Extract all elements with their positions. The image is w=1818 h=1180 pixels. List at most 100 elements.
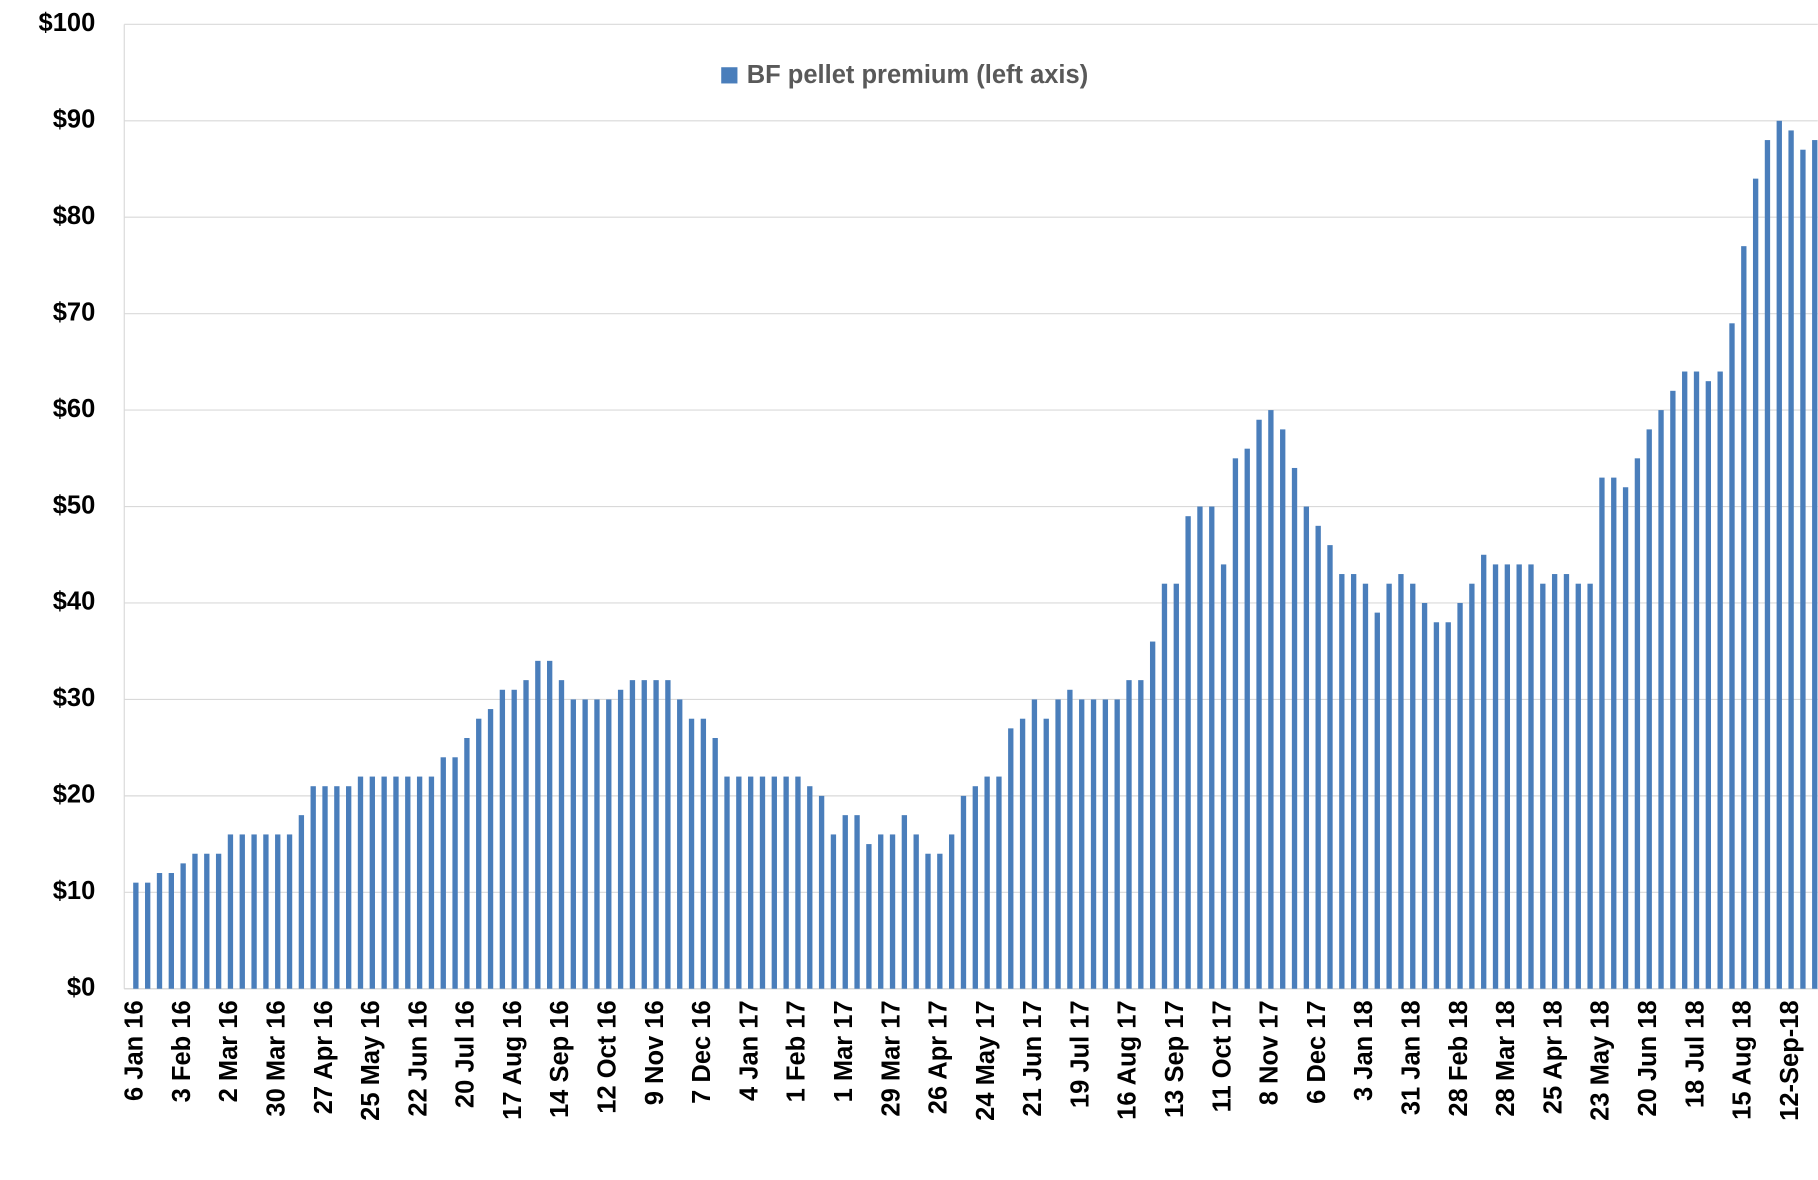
bar — [1622, 487, 1629, 989]
x-tick-label: 1 Mar 17 — [830, 1000, 858, 1102]
bar — [1303, 506, 1310, 989]
bar — [972, 786, 978, 989]
bar — [1019, 718, 1026, 989]
bar — [594, 699, 600, 989]
bar — [464, 737, 470, 989]
bar — [807, 786, 813, 989]
bar — [1185, 516, 1191, 989]
bar — [1469, 583, 1475, 989]
x-tick-label: 3 Jan 18 — [1350, 1000, 1378, 1101]
x-tick-label: 25 Apr 18 — [1539, 1000, 1567, 1114]
y-tick-label: $60 — [53, 395, 96, 423]
bar — [1776, 120, 1782, 989]
bar — [416, 776, 423, 989]
bar — [1055, 699, 1061, 989]
bar — [866, 844, 872, 989]
bar — [1682, 371, 1688, 989]
bar — [440, 757, 446, 989]
legend-label: BF pellet premium (left axis) — [747, 61, 1089, 89]
bar — [1812, 140, 1818, 989]
bar — [948, 834, 955, 989]
bar — [1658, 410, 1664, 989]
bar — [322, 786, 328, 989]
bar — [901, 815, 908, 989]
bar — [665, 680, 671, 989]
x-tick-label: 18 Jul 18 — [1681, 1000, 1709, 1108]
bar — [759, 776, 766, 989]
bar — [677, 699, 683, 989]
x-tick-label: 29 Mar 17 — [877, 1000, 905, 1116]
x-tick-label: 21 Jun 17 — [1019, 1000, 1047, 1116]
bar — [310, 786, 316, 989]
bar — [1090, 699, 1097, 989]
bar — [168, 873, 174, 989]
bar — [1149, 641, 1156, 989]
bar — [724, 776, 730, 989]
bar — [346, 786, 352, 989]
bar — [736, 776, 742, 989]
bar — [215, 853, 222, 989]
x-tick-label: 28 Feb 18 — [1445, 1000, 1473, 1116]
bar — [1220, 564, 1227, 989]
bar — [145, 882, 151, 989]
bar — [1528, 564, 1534, 989]
x-tick-label: 17 Aug 16 — [499, 1000, 527, 1120]
x-tick-label: 12 Oct 16 — [594, 1000, 622, 1113]
bar — [1433, 622, 1440, 989]
bar — [1043, 718, 1049, 989]
bar — [1481, 554, 1487, 989]
bar — [1421, 602, 1428, 989]
x-tick-label: 4 Jan 17 — [735, 1000, 763, 1101]
bar — [1256, 419, 1262, 989]
bar — [1280, 429, 1286, 989]
bar — [1398, 574, 1404, 989]
bar — [1386, 583, 1392, 989]
bar — [878, 834, 884, 989]
bar — [1693, 371, 1700, 989]
bar — [1197, 506, 1203, 989]
bar — [641, 680, 647, 989]
x-tick-label: 20 Jun 18 — [1634, 1000, 1662, 1116]
bar — [1764, 140, 1771, 989]
bar — [712, 737, 718, 989]
bar — [889, 834, 896, 989]
bar — [1705, 381, 1712, 989]
bar — [1634, 458, 1641, 989]
bar — [925, 853, 931, 989]
bar — [1232, 458, 1239, 989]
bar — [937, 853, 943, 989]
x-tick-label: 12-Sep-18 — [1776, 1000, 1804, 1120]
bar — [487, 709, 494, 989]
bar — [1492, 564, 1499, 989]
bar — [854, 815, 860, 989]
bar — [830, 834, 837, 989]
bar — [1291, 467, 1298, 989]
bar — [1031, 699, 1038, 989]
x-tick-label: 30 Mar 16 — [262, 1000, 290, 1116]
bar — [156, 873, 163, 989]
bar — [1646, 429, 1652, 989]
bar — [1729, 323, 1735, 989]
bar — [298, 815, 305, 989]
bar — [842, 815, 848, 989]
x-tick-label: 31 Jan 18 — [1397, 1000, 1425, 1115]
bar — [688, 718, 695, 989]
bar — [547, 660, 553, 989]
bar — [629, 680, 636, 989]
bar — [1327, 545, 1333, 989]
x-tick-label: 19 Jul 17 — [1066, 1000, 1094, 1108]
bar — [1717, 371, 1723, 989]
bar — [700, 718, 707, 989]
bar — [1315, 525, 1321, 989]
bar — [795, 776, 801, 989]
bar — [1161, 583, 1168, 989]
y-tick-label: $70 — [53, 298, 96, 326]
x-tick-label: 11 Oct 17 — [1208, 1000, 1236, 1112]
bar — [1800, 149, 1806, 989]
bar — [1008, 728, 1014, 989]
bar — [960, 795, 967, 989]
x-tick-label: 28 Mar 18 — [1492, 1000, 1520, 1116]
bar — [1788, 130, 1794, 989]
bar — [771, 776, 777, 989]
